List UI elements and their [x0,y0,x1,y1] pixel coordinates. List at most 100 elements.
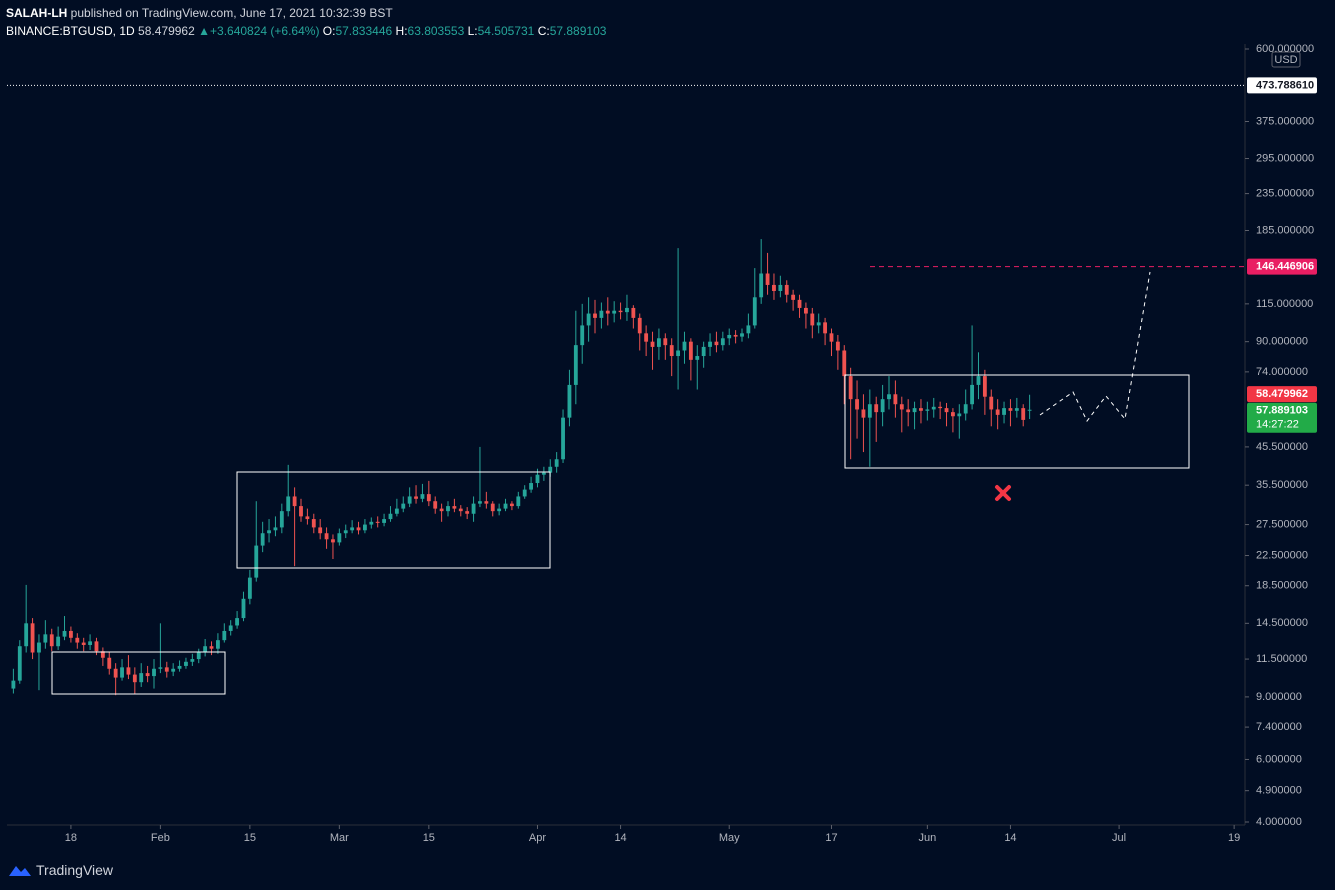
candle-body [535,474,540,484]
currency-box [1271,51,1301,68]
ohlc-value: 54.505731 [477,24,535,38]
candle-body [829,333,834,342]
y-tick-label: 27.500000 [1256,518,1308,530]
ohlc-label: O: [322,24,336,38]
candle-body [228,625,233,631]
y-tick-label: 4.000000 [1256,816,1302,828]
candle-body [669,345,674,357]
candle-body [433,501,438,509]
candle-body [631,307,636,318]
candle-body [676,350,681,357]
x-tick-label: May [719,832,740,844]
candle-body [625,307,629,313]
candle-body [874,404,879,413]
candle-body [171,668,176,672]
x-tick-label: Apr [529,832,546,844]
candle-body [394,508,399,514]
x-tick-label: 19 [1228,832,1240,844]
candle-body [970,384,975,405]
candle-body [439,508,444,512]
ohlc-label: C: [537,24,550,38]
candle-body [803,307,808,314]
ohlc-label: H: [395,24,408,38]
candle-body [708,341,712,347]
range-box [844,374,1190,469]
candle-body [656,338,661,347]
candle-body [976,376,981,385]
candle-body [752,297,757,326]
candle-body [554,459,559,467]
candle-body [893,394,898,405]
candle-body [81,642,86,645]
symbol: BINANCE:BTGUSD, 1D [6,24,135,38]
candle-body [426,494,431,502]
ohlc-value: 57.833446 [335,24,393,38]
candle-body [203,646,208,653]
candle-body [784,284,789,295]
candle-body [369,521,374,525]
candle-body [963,404,968,414]
x-tick-label: 18 [65,832,77,844]
candle-body [612,310,617,314]
candle-body [350,527,355,531]
candle-body [247,577,252,599]
candle-body [912,408,917,413]
x-stroke [995,485,1011,501]
candle-body [254,545,259,578]
range-box [51,651,226,695]
candle-body [663,338,668,346]
candle-body [94,641,99,652]
plot-area [7,84,1245,696]
y-tick-label: 90.000000 [1256,336,1308,348]
candle-body [190,659,195,662]
candle-body [145,673,150,677]
candle-body [561,417,565,460]
x-tick-label: Jul [1112,832,1126,844]
candle-body [957,413,962,417]
candle-body [548,466,553,473]
x-tick-label: 15 [244,832,256,844]
candle-body [401,503,406,509]
candle-body [388,513,393,520]
chart: USD 600.000000 375.000000 295.000000 235.00… [7,43,1317,844]
candle-body [740,333,744,337]
ohlc-label: L: [467,24,478,38]
symbol-line: BINANCE:BTGUSD, 1D 58.479962 ▲+3.640824 … [6,22,606,40]
candle-body [580,325,585,346]
candle-body [497,508,502,512]
price-marker-label: 57.889103 [1256,405,1308,417]
candle-body [867,404,872,418]
candle-body [573,345,578,385]
y-tick-label: 375.000000 [1256,115,1314,127]
candle-body [880,399,885,413]
candle-body [62,630,67,637]
price-marker [1247,386,1317,403]
candle-body [1027,409,1032,411]
candle-body [490,503,495,512]
candle-body [273,527,278,531]
candle-body [701,346,706,357]
candle-body [68,630,73,638]
countdown: 14:27:22 [1256,419,1299,431]
candle-body [509,503,514,507]
candle-body [375,521,380,523]
candle-body [292,496,297,507]
candle-body [682,341,687,351]
candle-body [75,637,80,643]
header: SALAH-LH published on TradingView.com, J… [6,4,606,40]
y-tick-label: 45.500000 [1256,441,1308,453]
candle-body [260,533,265,546]
candle-body [816,322,821,326]
candle-body [279,511,284,528]
candle-body [24,623,29,647]
candle-body [906,409,911,413]
candle-body [855,399,859,410]
candle-body [107,657,112,669]
candle-body [184,661,188,666]
candle-body [382,519,387,523]
y-tick-label: 14.500000 [1256,617,1308,629]
candle-body [471,503,476,514]
candle-body [132,674,137,683]
projection-path [1039,271,1151,422]
price-marker-label: 146.446906 [1256,260,1314,272]
